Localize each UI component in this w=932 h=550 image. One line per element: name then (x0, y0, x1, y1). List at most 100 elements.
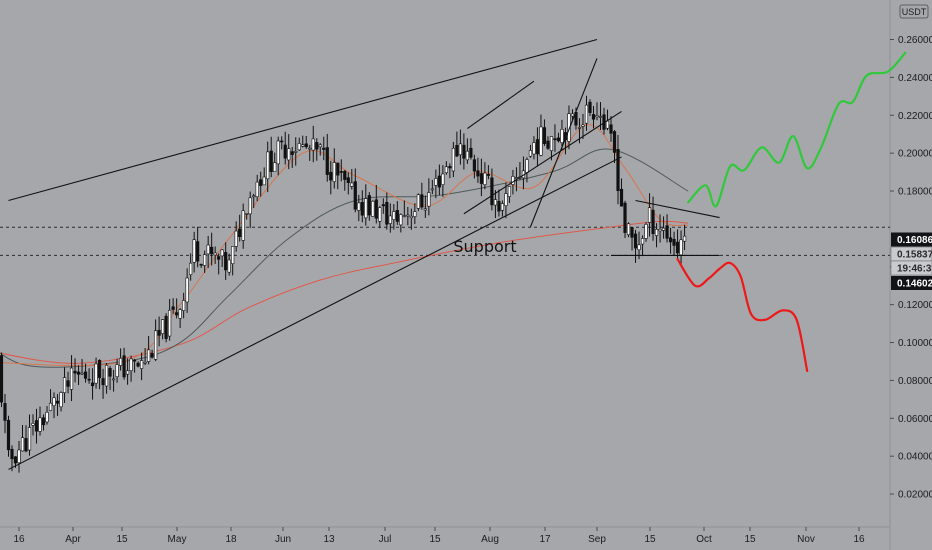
candle-up (528, 150, 533, 157)
candle-down (304, 143, 308, 148)
trendline (463, 111, 622, 215)
candle-up (118, 357, 123, 366)
candle-up (266, 151, 270, 180)
price-badge-label: 0.16086 (897, 235, 932, 246)
candle-up (273, 162, 277, 172)
candle-up (125, 370, 130, 375)
candle-up (31, 423, 35, 426)
candle-up (27, 427, 32, 451)
x-tick-label: Sep (588, 534, 606, 545)
candle-up (357, 202, 361, 211)
candle-down (238, 228, 242, 238)
candle-down (630, 227, 634, 238)
x-tick-label: 16 (13, 534, 25, 545)
candle-down (665, 225, 669, 239)
candlesticks (0, 95, 687, 473)
candle-down (546, 140, 550, 149)
candle-down (280, 140, 284, 143)
projection-path (676, 258, 809, 373)
candle-up (504, 193, 508, 206)
candle-up (532, 142, 536, 155)
candle-up (525, 159, 529, 173)
candle-up (378, 207, 382, 222)
candle-down (476, 170, 480, 177)
candle-up (111, 378, 116, 381)
candle-down (343, 170, 347, 180)
candle-down (633, 233, 638, 249)
currency-badge[interactable]: USDT (899, 4, 929, 19)
candle-down (290, 151, 294, 155)
trendlines[interactable] (8, 38, 720, 470)
candle-down (336, 162, 340, 176)
projection-path (686, 51, 907, 208)
candle-down (623, 202, 627, 233)
candle-up (182, 300, 186, 311)
candle-down (479, 173, 483, 184)
trendline (8, 156, 622, 470)
candle-up (20, 437, 25, 452)
candle-down (616, 149, 620, 192)
candle-up (255, 181, 259, 197)
candle-up (59, 392, 63, 408)
candle-up (413, 211, 417, 217)
candle-down (224, 252, 228, 271)
candle-up (658, 229, 662, 232)
candle-down (385, 201, 389, 225)
candle-up (234, 230, 238, 247)
candle-up (388, 215, 392, 224)
trendline (635, 199, 720, 219)
candle-down (164, 315, 168, 339)
candle-down (108, 368, 112, 377)
candle-up (584, 104, 589, 124)
candle-down (122, 355, 126, 378)
candle-up (332, 162, 336, 182)
candle-down (651, 209, 655, 234)
candle-down (591, 114, 596, 120)
x-tick-label: Jun (275, 534, 291, 545)
candle-down (10, 448, 14, 460)
candle-down (472, 159, 476, 172)
x-tick-label: 13 (323, 534, 335, 545)
candle-up (69, 367, 74, 390)
candle-down (175, 312, 179, 316)
y-tick-label: 0.12000 (898, 300, 932, 311)
y-tick-label: 0.24000 (898, 73, 932, 84)
candle-up (661, 227, 666, 231)
x-tick-label: 15 (644, 534, 656, 545)
price-badge-label: 19:46:35 (897, 264, 932, 275)
candle-up (147, 349, 151, 362)
candle-down (672, 238, 676, 246)
candle-up (364, 198, 368, 219)
x-tick-label: Apr (65, 534, 81, 545)
candle-down (462, 144, 466, 159)
candle-up (38, 417, 42, 432)
candle-up (682, 235, 687, 242)
candle-up (94, 363, 98, 384)
candle-down (199, 263, 203, 266)
projection-paths[interactable] (676, 51, 907, 373)
time-axis[interactable]: 16 Apr 15 May 18 Jun 13 Jul 15 Aug 17 Sep 15 Oct 15 Nov… (13, 527, 865, 545)
candle-up (441, 173, 445, 185)
candle-down (34, 420, 39, 432)
candle-down (132, 359, 137, 362)
candle-up (406, 214, 410, 217)
candle-up (262, 176, 266, 186)
candle-up (577, 127, 582, 129)
candle-up (654, 229, 659, 236)
candle-down (315, 142, 319, 150)
candle-down (269, 150, 273, 172)
candle-up (45, 412, 49, 423)
candle-down (259, 179, 263, 186)
candle-up (434, 178, 438, 186)
candle-down (619, 188, 624, 207)
y-tick-label: 0.18000 (898, 187, 932, 198)
y-tick-label: 0.02000 (898, 490, 932, 501)
candle-up (570, 113, 575, 117)
candle-down (353, 181, 357, 210)
candle-down (13, 456, 18, 464)
candle-up (248, 197, 252, 215)
price-badges: 0.16086 0.15837 19:46:35 0.14602 (890, 232, 932, 290)
candle-up (48, 402, 53, 411)
